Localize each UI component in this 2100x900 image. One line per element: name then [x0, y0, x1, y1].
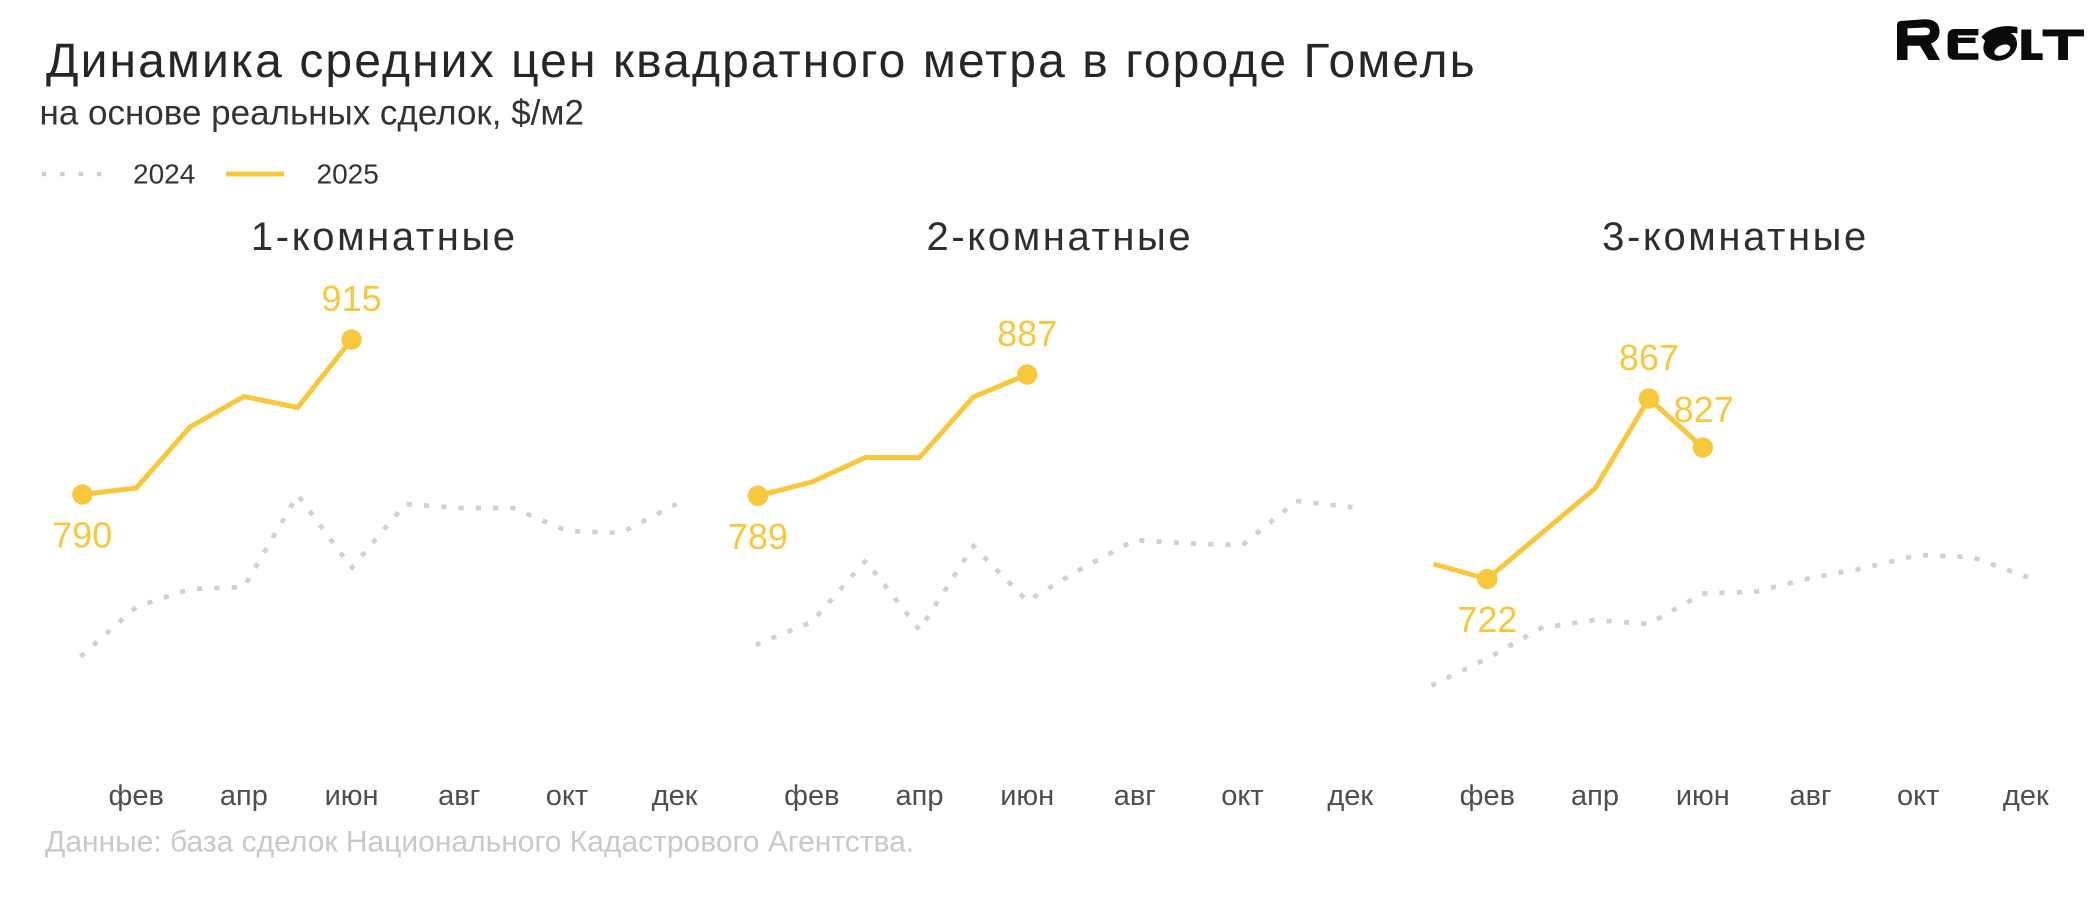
svg-text:авг: авг [1789, 780, 1831, 812]
svg-text:июн: июн [1000, 780, 1054, 812]
svg-text:окт: окт [1897, 780, 1939, 812]
svg-text:3-комнатные: 3-комнатные [1602, 215, 1869, 259]
svg-text:фев: фев [784, 780, 839, 812]
svg-text:апр: апр [1571, 780, 1619, 812]
svg-text:апр: апр [220, 780, 268, 812]
svg-text:окт: окт [546, 780, 588, 812]
svg-text:дек: дек [2003, 780, 2049, 812]
svg-text:июн: июн [1676, 780, 1730, 812]
svg-text:887: 887 [997, 313, 1057, 354]
svg-text:авг: авг [438, 780, 480, 812]
svg-text:дек: дек [1327, 780, 1373, 812]
svg-text:2-комнатные: 2-комнатные [927, 215, 1194, 259]
svg-text:Динамика средних цен квадратно: Динамика средних цен квадратного метра в… [46, 35, 1477, 88]
svg-text:827: 827 [1674, 389, 1734, 430]
svg-text:2024: 2024 [133, 159, 195, 190]
svg-text:фев: фев [1460, 780, 1515, 812]
svg-text:722: 722 [1457, 599, 1517, 640]
svg-text:Данные: база сделок Национальн: Данные: база сделок Национального Кадаст… [45, 826, 914, 859]
svg-text:867: 867 [1619, 337, 1679, 378]
svg-text:июн: июн [325, 780, 379, 812]
svg-text:на основе реальных сделок, $/м: на основе реальных сделок, $/м2 [40, 94, 584, 133]
svg-text:1-комнатные: 1-комнатные [251, 215, 518, 259]
svg-text:окт: окт [1221, 780, 1263, 812]
svg-text:авг: авг [1114, 780, 1156, 812]
svg-text:апр: апр [896, 780, 944, 812]
svg-text:дек: дек [652, 780, 698, 812]
svg-text:фев: фев [108, 780, 163, 812]
svg-text:915: 915 [322, 278, 382, 319]
svg-text:789: 789 [728, 516, 788, 557]
svg-text:790: 790 [52, 515, 112, 556]
svg-text:2025: 2025 [317, 159, 379, 190]
